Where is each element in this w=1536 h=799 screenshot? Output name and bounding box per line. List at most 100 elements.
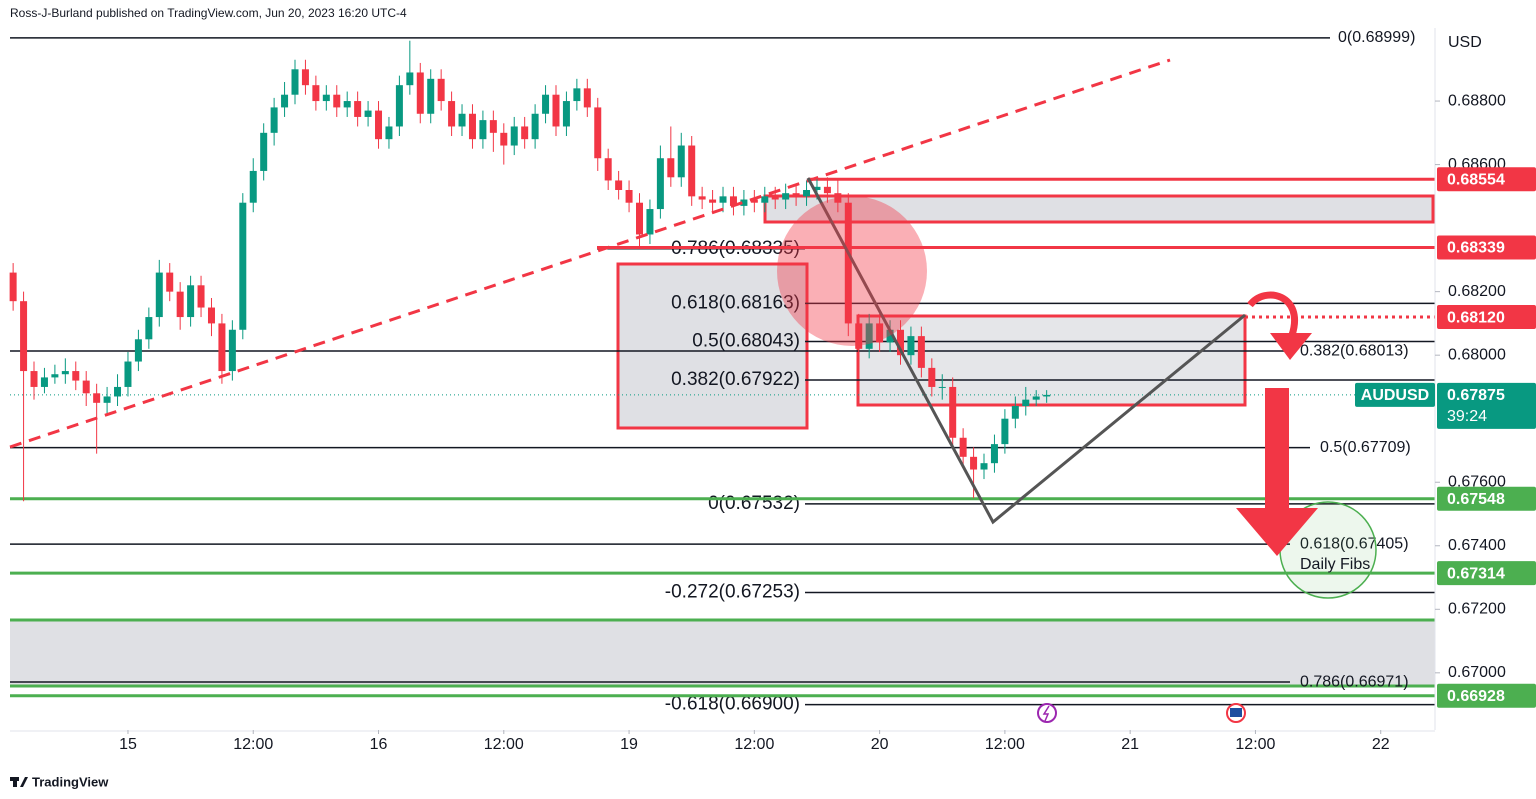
price-tag bbox=[1437, 305, 1536, 330]
candle-body bbox=[20, 301, 28, 372]
candle-body bbox=[625, 190, 633, 203]
fib-label: -0.272(0.67253) bbox=[665, 581, 800, 602]
candle-body bbox=[782, 193, 790, 200]
candle-body bbox=[249, 170, 257, 203]
candle-body bbox=[876, 323, 884, 343]
brand: TradingView bbox=[32, 774, 109, 789]
price-tag-label: 0.68554 bbox=[1447, 171, 1505, 188]
annotation: Daily Fibs bbox=[1300, 556, 1370, 573]
fib-label: 0.618(0.67405) bbox=[1300, 535, 1409, 552]
candle-body bbox=[709, 199, 717, 203]
price-tag bbox=[1437, 235, 1536, 260]
candle-body bbox=[928, 367, 936, 387]
candles bbox=[9, 40, 1051, 502]
symbol-label: AUDUSD bbox=[1361, 387, 1429, 404]
price-tag bbox=[1437, 683, 1536, 708]
candle-body bbox=[458, 113, 466, 127]
candle-body bbox=[719, 196, 727, 203]
candle-body bbox=[531, 113, 539, 140]
fib-label: 0.5(0.67709) bbox=[1320, 439, 1411, 456]
levels: 0(0.68999)0.786(0.68335)0.618(0.68163)0.… bbox=[10, 29, 1435, 715]
candle-body bbox=[698, 196, 706, 200]
candle-body bbox=[521, 126, 529, 140]
flag-glyph bbox=[1230, 708, 1242, 717]
candle-body bbox=[281, 94, 289, 108]
x-tick-label: 12:00 bbox=[1235, 736, 1275, 753]
candle-body bbox=[594, 107, 602, 159]
y-tick-label: 0.68800 bbox=[1448, 92, 1506, 109]
candle-body bbox=[740, 199, 748, 206]
candle-body bbox=[427, 78, 435, 114]
candle-body bbox=[72, 371, 80, 381]
candle-body bbox=[1022, 399, 1030, 406]
highlight-circle bbox=[777, 196, 927, 346]
x-tick-label: 20 bbox=[871, 736, 889, 753]
price-tag bbox=[1437, 167, 1536, 192]
candle-body bbox=[176, 291, 184, 318]
candle-body bbox=[552, 94, 560, 127]
candle-body bbox=[886, 329, 894, 343]
candle-body bbox=[155, 272, 163, 318]
x-tick-label: 19 bbox=[620, 736, 638, 753]
candle-body bbox=[980, 463, 988, 470]
candle-body bbox=[343, 101, 351, 108]
price-tags: 0.68554 0.68339 0.68120 0.67548 0.67314 0.669… bbox=[1355, 167, 1536, 708]
candle-body bbox=[688, 145, 696, 197]
event-icon[interactable] bbox=[1037, 703, 1057, 723]
candle-body bbox=[114, 386, 122, 397]
candle-body bbox=[583, 88, 591, 108]
candle-body bbox=[416, 72, 424, 114]
candle-body bbox=[9, 272, 17, 302]
red-box bbox=[763, 194, 1435, 224]
candle-body bbox=[855, 323, 863, 349]
x-tick-label: 22 bbox=[1372, 736, 1390, 753]
candle-body bbox=[385, 126, 393, 140]
candle-body bbox=[30, 371, 38, 387]
swing-line bbox=[806, 177, 1246, 525]
event-icon-glyph bbox=[1042, 705, 1050, 722]
candle-body bbox=[729, 196, 737, 206]
price-tag-label: 0.67548 bbox=[1447, 491, 1505, 508]
candle-body bbox=[573, 88, 581, 102]
brand-logo: TradingView bbox=[10, 774, 109, 789]
candle-body bbox=[970, 456, 978, 470]
candle-body bbox=[51, 374, 59, 378]
candle-body bbox=[990, 444, 998, 464]
red-box bbox=[616, 262, 809, 430]
price-tag bbox=[1437, 561, 1536, 586]
candle-body bbox=[239, 202, 247, 330]
candle-body bbox=[636, 202, 644, 235]
candle-body bbox=[896, 329, 904, 356]
symbol-tag bbox=[1355, 382, 1435, 407]
candle-body bbox=[82, 380, 90, 394]
candle-body bbox=[813, 186, 821, 190]
price-tag bbox=[1437, 486, 1536, 511]
fib-label: 0.382(0.68013) bbox=[1300, 342, 1409, 359]
candle-body bbox=[103, 396, 111, 403]
y-tick-label: 0.68200 bbox=[1448, 283, 1506, 300]
fib-label: 0.5(0.68043) bbox=[692, 331, 800, 352]
candle-body bbox=[322, 94, 330, 102]
logo-part bbox=[13, 777, 17, 787]
candle-body bbox=[1011, 406, 1019, 419]
candle-body bbox=[615, 180, 623, 190]
candle-body bbox=[949, 386, 957, 438]
candle-body bbox=[270, 107, 278, 133]
candle-body bbox=[834, 193, 842, 203]
candle-body bbox=[677, 145, 685, 178]
candle-body bbox=[166, 272, 174, 292]
candle-body bbox=[468, 113, 476, 140]
candle-body bbox=[228, 329, 236, 372]
candle-body bbox=[792, 193, 800, 197]
candle-body bbox=[364, 110, 372, 117]
candle-body bbox=[907, 336, 915, 356]
x-tick-label: 12:00 bbox=[484, 736, 524, 753]
candle-body bbox=[187, 285, 195, 318]
candle-body bbox=[1043, 394, 1051, 397]
candle-body bbox=[61, 371, 69, 375]
candle-body bbox=[354, 101, 362, 117]
candle-body bbox=[448, 101, 456, 127]
candle-body bbox=[917, 336, 925, 368]
